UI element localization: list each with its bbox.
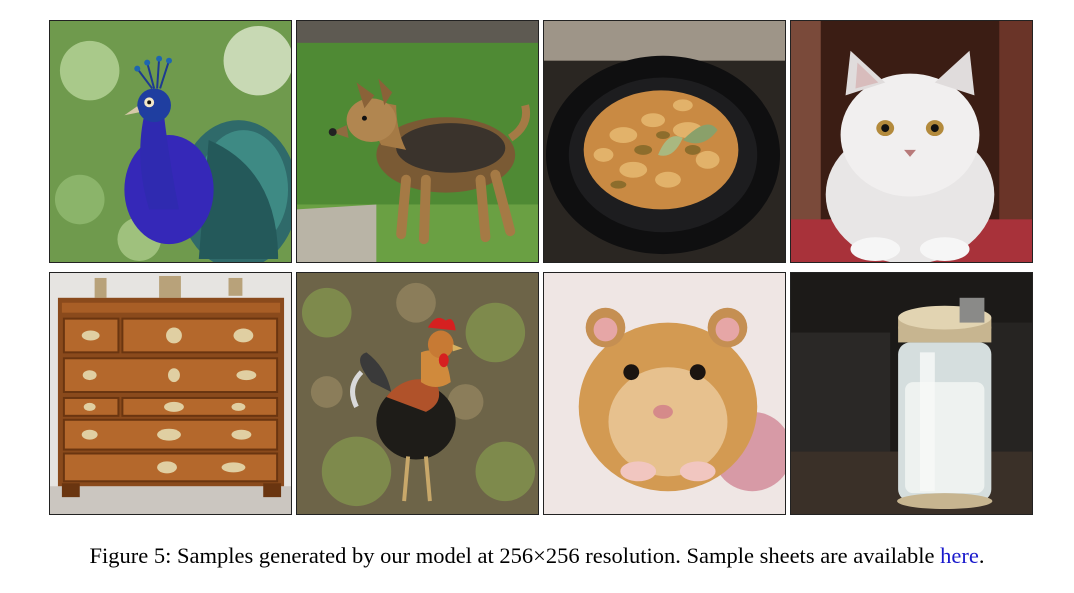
sample-image-dog (296, 20, 539, 263)
sample-image-salt-shaker (790, 272, 1033, 515)
sample-image-grid (49, 20, 1035, 516)
caption-end: . (978, 543, 985, 568)
sample-image-peacock (49, 20, 292, 263)
figure-caption: Figure 5: Samples generated by our model… (0, 543, 1074, 569)
sample-image-rooster (296, 272, 539, 515)
sample-image-wok-food (543, 20, 786, 263)
caption-text: Figure 5: Samples generated by our model… (89, 543, 941, 568)
sample-sheets-link[interactable]: here (940, 543, 979, 568)
sample-image-dresser (49, 272, 292, 515)
sample-image-kitten (790, 20, 1033, 263)
sample-image-hamster (543, 272, 786, 515)
